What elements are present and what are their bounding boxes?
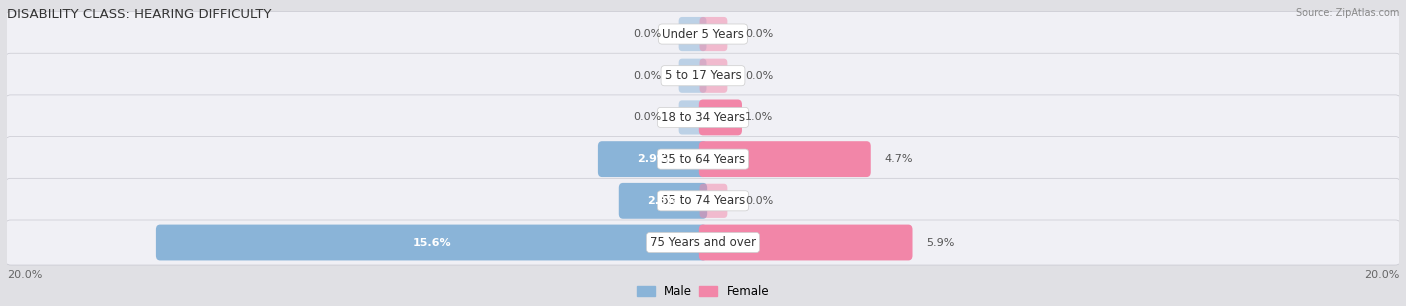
Text: 2.9%: 2.9%: [637, 154, 668, 164]
Text: DISABILITY CLASS: HEARING DIFFICULTY: DISABILITY CLASS: HEARING DIFFICULTY: [7, 8, 271, 21]
FancyBboxPatch shape: [6, 12, 1400, 57]
FancyBboxPatch shape: [699, 99, 742, 135]
FancyBboxPatch shape: [619, 183, 707, 219]
Text: 5.9%: 5.9%: [925, 237, 955, 248]
Text: 0.0%: 0.0%: [633, 112, 661, 122]
FancyBboxPatch shape: [156, 225, 707, 260]
FancyBboxPatch shape: [700, 17, 727, 51]
Text: 20.0%: 20.0%: [7, 270, 42, 280]
Text: 18 to 34 Years: 18 to 34 Years: [661, 111, 745, 124]
Text: 1.0%: 1.0%: [745, 112, 773, 122]
Text: 0.0%: 0.0%: [745, 29, 773, 39]
FancyBboxPatch shape: [700, 59, 727, 93]
Text: 75 Years and over: 75 Years and over: [650, 236, 756, 249]
FancyBboxPatch shape: [699, 225, 912, 260]
FancyBboxPatch shape: [700, 184, 727, 218]
FancyBboxPatch shape: [598, 141, 707, 177]
FancyBboxPatch shape: [6, 53, 1400, 98]
FancyBboxPatch shape: [6, 136, 1400, 182]
Text: 65 to 74 Years: 65 to 74 Years: [661, 194, 745, 207]
Text: 15.6%: 15.6%: [412, 237, 451, 248]
Text: 35 to 64 Years: 35 to 64 Years: [661, 153, 745, 166]
FancyBboxPatch shape: [679, 59, 706, 93]
Text: 0.0%: 0.0%: [633, 71, 661, 81]
Text: 0.0%: 0.0%: [745, 196, 773, 206]
FancyBboxPatch shape: [6, 178, 1400, 223]
FancyBboxPatch shape: [699, 141, 870, 177]
Text: 0.0%: 0.0%: [745, 71, 773, 81]
Text: Source: ZipAtlas.com: Source: ZipAtlas.com: [1296, 8, 1399, 18]
Legend: Male, Female: Male, Female: [633, 281, 773, 303]
Text: Under 5 Years: Under 5 Years: [662, 28, 744, 41]
Text: 4.7%: 4.7%: [884, 154, 912, 164]
FancyBboxPatch shape: [679, 17, 706, 51]
Text: 5 to 17 Years: 5 to 17 Years: [665, 69, 741, 82]
FancyBboxPatch shape: [679, 100, 706, 135]
FancyBboxPatch shape: [6, 95, 1400, 140]
Text: 20.0%: 20.0%: [1364, 270, 1399, 280]
FancyBboxPatch shape: [6, 220, 1400, 265]
Text: 2.3%: 2.3%: [648, 196, 678, 206]
Text: 0.0%: 0.0%: [633, 29, 661, 39]
